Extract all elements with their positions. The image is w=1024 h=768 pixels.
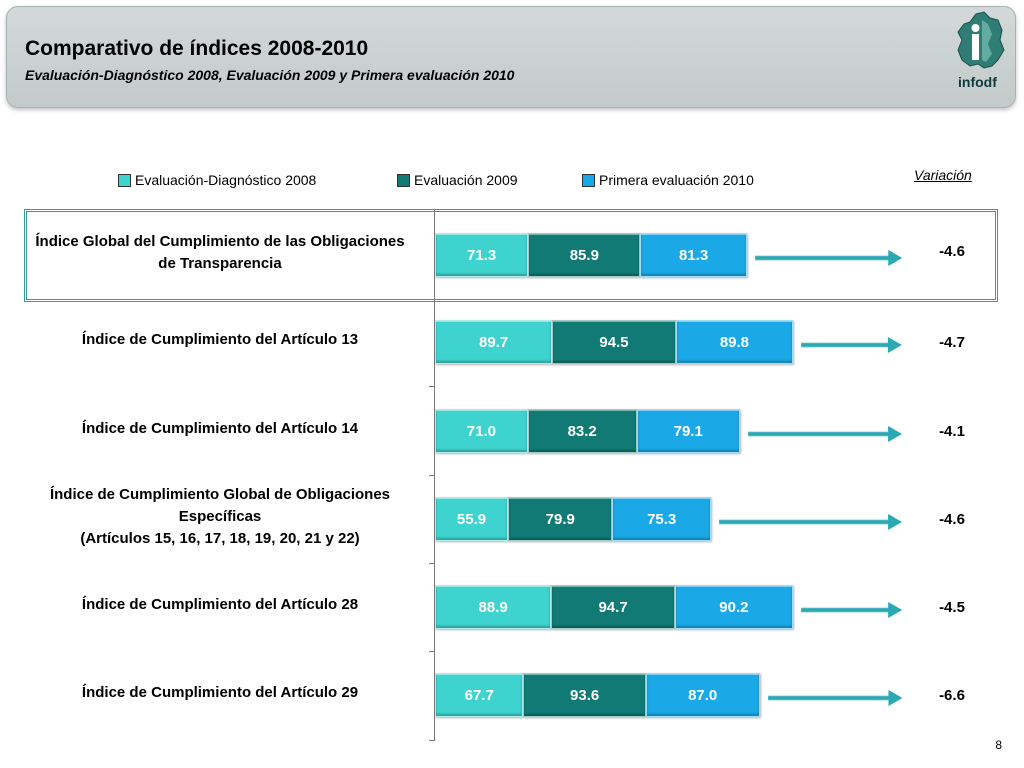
category-label-3: Índice de Cumplimiento del Artículo 14 [20,418,420,440]
legend-label-2010: Primera evaluación 2010 [599,172,754,188]
category-label-line: de Transparencia [158,255,282,272]
arrow-right-icon [718,514,902,530]
logo-wordmark: infodf [958,74,997,90]
data-label: 89.7 [479,333,509,351]
data-label: 87.0 [688,686,718,704]
category-label-line: Específicas [178,508,262,525]
bar-2009-row-5: 94.7 [551,585,675,629]
category-label-6: Índice de Cumplimiento del Artículo 29 [20,682,420,704]
variation-value-2: -4.7 [939,334,965,351]
data-label: 94.5 [599,333,629,351]
legend-item-2009: Evaluación 2009 [397,172,518,188]
axis-tick-1 [429,386,435,387]
data-label: 55.9 [456,510,487,528]
bar-2008-row-1: 71.3 [435,233,529,277]
category-label-line: Índice de Cumplimiento del Artículo 14 [81,420,359,437]
axis-tick-5 [429,740,435,741]
data-label: 90.2 [719,598,749,616]
category-label-line: Índice de Cumplimiento del Artículo 13 [81,331,359,348]
bar-2010-row-4: 75.3 [612,497,711,541]
bar-2010-row-2: 89.8 [675,320,794,364]
bar-2009-row-3: 83.2 [527,409,637,453]
data-label: 94.7 [598,598,628,616]
arrow-right-icon [800,602,902,618]
axis-tick-3 [429,563,435,564]
variation-value-6: -6.6 [939,687,965,704]
data-label: 71.0 [466,422,496,440]
highlighted-row-frame [24,209,998,302]
legend-label-2008: Evaluación-Diagnóstico 2008 [135,172,317,188]
data-label: 71.3 [466,246,497,264]
data-label: 79.9 [545,510,575,528]
data-label: 75.3 [647,510,677,528]
axis-tick-2 [429,475,435,476]
page-subtitle: Evaluación-Diagnóstico 2008, Evaluación … [25,67,515,83]
legend-item-2010: Primera evaluación 2010 [582,172,754,188]
arrow-right-icon [754,250,902,266]
axis-tick-4 [429,651,435,652]
category-label-1: Índice Global del Cumplimiento de las Ob… [20,231,420,275]
data-label: 88.9 [478,598,508,616]
bar-2010-row-6: 87.0 [645,673,760,717]
page-number: 8 [995,738,1002,752]
arrow-right-icon [767,690,902,706]
variation-value-1: -4.6 [939,243,965,260]
data-label: 89.8 [719,333,750,351]
bar-2008-row-5: 88.9 [435,585,552,629]
bar-2008-row-6: 67.7 [435,673,524,717]
infodf-logo-icon [957,11,1005,69]
category-label-2: Índice de Cumplimiento del Artículo 13 [20,329,420,351]
variation-value-4: -4.6 [939,511,965,528]
data-label: 83.2 [567,422,597,440]
data-label: 93.6 [570,686,600,704]
bar-2009-row-1: 85.9 [528,233,641,277]
data-label: 79.1 [673,422,703,440]
arrow-right-icon [801,337,902,353]
category-label-line: Índice Global del Cumplimiento de las Ob… [35,233,405,250]
bar-2010-row-1: 81.3 [640,233,747,277]
data-label: 85.9 [569,246,599,264]
category-label-line: (Artículos 15, 16, 17, 18, 19, 20, 21 y … [80,530,360,547]
legend-swatch-2010 [582,173,595,187]
legend-swatch-2008 [118,173,131,187]
category-label-4: Índice de Cumplimiento Global de Obligac… [20,484,420,550]
arrow-right-icon [747,426,902,442]
category-label-5: Índice de Cumplimiento del Artículo 28 [20,594,420,616]
bar-2010-row-3: 79.1 [636,409,740,453]
chart-legend: Evaluación-Diagnóstico 2008 Evaluación 2… [0,172,1024,192]
legend-label-2009: Evaluación 2009 [414,172,518,188]
variation-value-5: -4.5 [939,599,965,616]
bar-2008-row-4: 55.9 [435,497,509,541]
data-label: 81.3 [678,246,709,264]
legend-swatch-2009 [397,173,410,187]
variation-value-3: -4.1 [939,423,965,440]
legend-item-2008: Evaluación-Diagnóstico 2008 [118,172,316,188]
category-label-line: Índice de Cumplimiento del Artículo 28 [81,596,359,613]
category-label-line: Índice de Cumplimiento Global de Obligac… [49,486,391,503]
page-title: Comparativo de índices 2008-2010 [25,37,369,60]
bar-2009-row-4: 79.9 [508,497,613,541]
variation-column-header: Variación [914,167,972,183]
data-label: 67.7 [464,686,494,704]
category-label-line: Índice de Cumplimiento del Artículo 29 [81,684,359,701]
bar-2010-row-5: 90.2 [674,585,793,629]
bar-2008-row-2: 89.7 [435,320,553,364]
bar-2009-row-2: 94.5 [552,320,676,364]
bar-2008-row-3: 71.0 [435,409,528,453]
header-banner: Comparativo de índices 2008-2010 Evaluac… [6,6,1016,108]
bar-2009-row-6: 93.6 [523,673,646,717]
